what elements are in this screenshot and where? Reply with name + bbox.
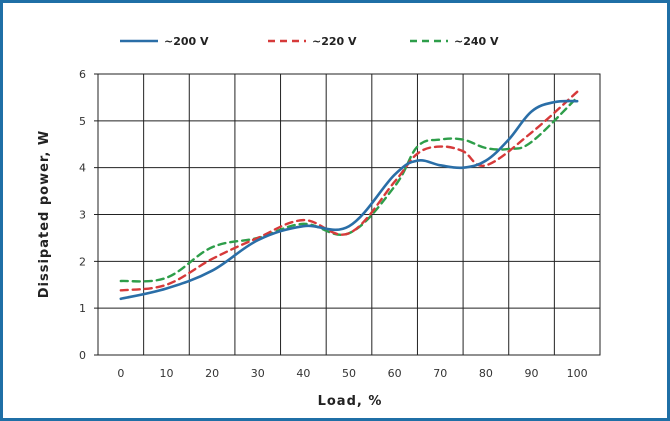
x-tick-label: 50 [342,367,356,380]
y-tick-label: 3 [79,209,86,222]
series-line-220v [119,90,579,292]
legend-label: ~240 V [454,35,499,48]
y-tick-label: 6 [79,68,86,81]
legend: ~200 V ~220 V ~240 V [120,35,499,48]
x-tick-label: 20 [205,367,219,380]
x-tick-label: 100 [567,367,588,380]
x-tick-label: 40 [296,367,310,380]
y-tick-labels: 0 1 2 3 4 5 6 [79,68,86,362]
y-tick-label: 0 [79,349,86,362]
x-tick-label: 80 [479,367,493,380]
series-line-240v [119,96,579,283]
x-tick-label: 70 [433,367,447,380]
y-tick-label: 2 [79,255,86,268]
series-lines [119,90,579,301]
x-tick-label: 0 [117,367,124,380]
y-axis-label: Dissipated power, W [37,130,52,299]
y-tick-label: 1 [79,302,86,315]
x-tick-label: 90 [525,367,539,380]
x-tick-label: 10 [159,367,173,380]
x-tick-label: 30 [251,367,265,380]
legend-label: ~200 V [164,35,209,48]
y-tick-label: 5 [79,115,86,128]
x-tick-labels: 0 10 20 30 40 50 60 70 80 90 100 [117,367,587,380]
y-tick-label: 4 [79,162,86,175]
legend-label: ~220 V [312,35,357,48]
x-tick-label: 60 [388,367,402,380]
series-line-200v [119,99,579,301]
grid [94,73,601,356]
x-axis-label: Load, % [318,394,383,409]
